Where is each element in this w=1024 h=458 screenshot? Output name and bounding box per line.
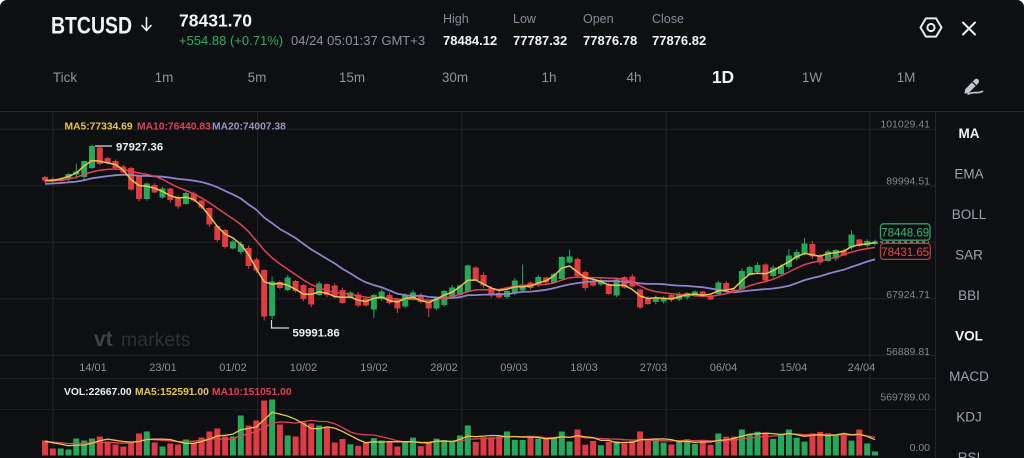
svg-text:14/01: 14/01 [79,362,107,374]
svg-text:18/03: 18/03 [570,362,598,374]
svg-text:EMA: EMA [954,167,983,182]
svg-text:Open: Open [583,12,614,26]
svg-text:569789.00: 569789.00 [880,392,930,404]
svg-text:BOLL: BOLL [952,207,987,222]
svg-text:MA10:76440.83: MA10:76440.83 [137,122,211,133]
svg-text:KDJ: KDJ [956,410,982,425]
svg-text:78484.12: 78484.12 [443,33,497,48]
svg-text:77876.82: 77876.82 [652,33,706,48]
svg-text:RSI: RSI [958,450,981,458]
svg-text:BTCUSD: BTCUSD [51,13,132,40]
svg-text:Tick: Tick [53,70,77,85]
svg-text:101029.41: 101029.41 [880,119,930,131]
svg-text:VOL: VOL [955,329,983,344]
svg-text:78431.65: 78431.65 [881,247,929,259]
svg-text:78448.69: 78448.69 [881,227,929,239]
svg-text:06/04: 06/04 [710,362,738,374]
svg-text:MA20:74007.38: MA20:74007.38 [212,122,286,133]
svg-text:15m: 15m [339,70,365,85]
svg-text:MA5:77334.69: MA5:77334.69 [65,122,133,133]
svg-text:59991.86: 59991.86 [293,328,340,340]
svg-text:01/02: 01/02 [219,362,247,374]
svg-text:markets: markets [121,329,191,351]
svg-text:28/02: 28/02 [430,362,458,374]
svg-text:24/04: 24/04 [848,362,876,374]
svg-text:04/24 05:01:37 GMT+3: 04/24 05:01:37 GMT+3 [291,33,425,48]
svg-text:1W: 1W [802,70,823,85]
svg-text:77876.78: 77876.78 [583,33,637,48]
svg-text:MACD: MACD [949,369,989,384]
svg-text:15/04: 15/04 [780,362,808,374]
svg-text:5m: 5m [248,70,267,85]
svg-text:1h: 1h [541,70,556,85]
svg-text:1M: 1M [897,70,916,85]
svg-text:BBI: BBI [958,288,980,303]
svg-text:1m: 1m [155,70,174,85]
svg-text:Close: Close [652,12,684,26]
svg-text:56889.81: 56889.81 [886,346,930,358]
svg-text:MA5:152591.00: MA5:152591.00 [135,387,209,398]
svg-text:97927.36: 97927.36 [116,142,163,154]
svg-text:vt: vt [94,328,113,351]
svg-text:0.00: 0.00 [910,442,931,454]
svg-text:23/01: 23/01 [149,362,177,374]
svg-text:77787.32: 77787.32 [513,33,567,48]
svg-text:10/02: 10/02 [290,362,318,374]
svg-text:MA: MA [959,126,980,141]
svg-text:19/02: 19/02 [360,362,388,374]
svg-text:SAR: SAR [955,248,983,263]
svg-text:MA10:151051.00: MA10:151051.00 [212,387,292,398]
svg-text:High: High [443,12,469,26]
svg-text:09/03: 09/03 [500,362,528,374]
svg-text:78431.70: 78431.70 [179,11,252,31]
svg-text:1D: 1D [712,67,734,87]
svg-text:VOL:22667.00: VOL:22667.00 [64,387,132,398]
svg-text:4h: 4h [626,70,641,85]
svg-text:27/03: 27/03 [640,362,668,374]
svg-text:89994.51: 89994.51 [886,176,930,188]
svg-text:Low: Low [513,12,537,26]
svg-text:+554.88 (+0.71%): +554.88 (+0.71%) [179,33,283,48]
svg-text:30m: 30m [442,70,468,85]
svg-text:67924.71: 67924.71 [886,289,930,301]
